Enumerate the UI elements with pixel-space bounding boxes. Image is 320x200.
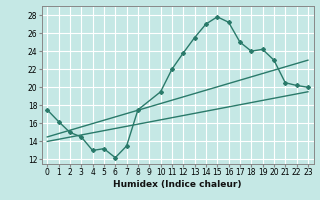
X-axis label: Humidex (Indice chaleur): Humidex (Indice chaleur) — [113, 180, 242, 189]
